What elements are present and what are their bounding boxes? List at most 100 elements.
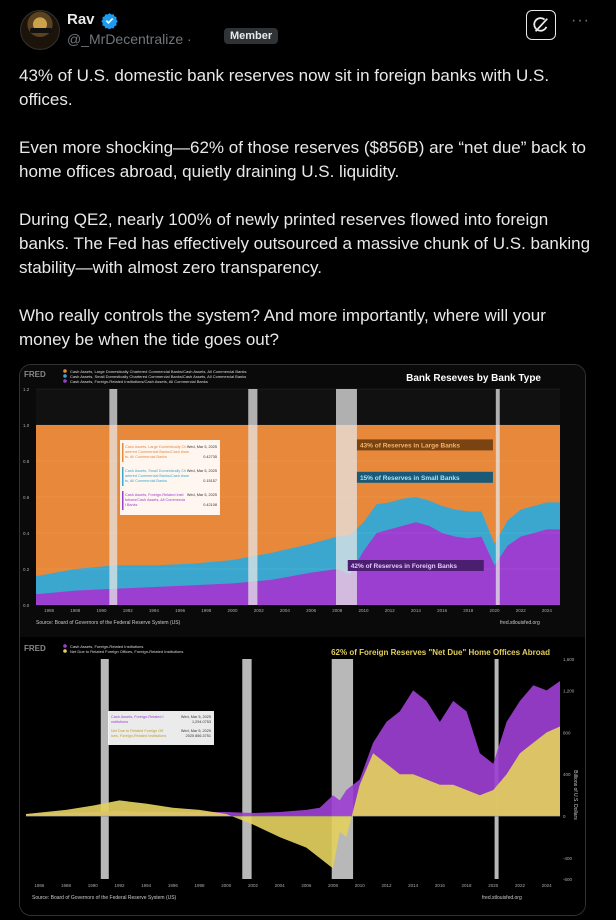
x-tick-label: 2004 [280, 608, 291, 613]
y-tick-label: 0.4 [23, 531, 30, 536]
x-tick-label: 2022 [515, 883, 526, 888]
x-tick-label: 2008 [328, 883, 339, 888]
x-tick-label: 2018 [462, 883, 473, 888]
x-tick-label: 1990 [96, 608, 107, 613]
x-tick-label: 2012 [381, 883, 392, 888]
x-tick-label: 1988 [61, 883, 72, 888]
x-tick-label: 2002 [248, 883, 259, 888]
x-tick-label: 1994 [149, 608, 160, 613]
x-tick-label: 1996 [168, 883, 179, 888]
y-tick-label: 0.2 [23, 567, 30, 572]
tweet-paragraph: Who really controls the system? And more… [19, 306, 546, 349]
x-tick-label: 2000 [221, 883, 232, 888]
recession-band [335, 389, 357, 605]
x-tick-label: 2000 [227, 608, 238, 613]
y-tick-label: -600 [563, 877, 573, 882]
tooltip-label: Cash Assets, Foreign-Related Insti [125, 493, 184, 497]
tooltip-label: Cash Assets, Small Domestically Ch [125, 469, 186, 473]
chart1-legend: Cash Assets, Large Domestically Chartere… [63, 369, 247, 384]
x-tick-label: 2016 [437, 608, 448, 613]
x-tick-label: 1992 [123, 608, 134, 613]
tooltip-swatch [122, 443, 124, 462]
recession-band [495, 389, 500, 605]
y-tick-label: 0.8 [23, 459, 30, 464]
x-tick-label: 2004 [275, 883, 286, 888]
charts-svg: FRED Cash Assets, Large Domestically Cha… [20, 365, 585, 915]
grok-button[interactable] [526, 10, 556, 40]
x-tick-label: 1998 [201, 608, 212, 613]
post-header: Rav @_MrDecentralize · Member ··· [20, 8, 600, 50]
recession-band [100, 659, 109, 879]
tooltip-value: 2025 856.3751 [186, 734, 211, 738]
legend-marker [63, 644, 67, 648]
x-tick-label: 1990 [88, 883, 99, 888]
tooltip-label: tutions/Cash Assets, All Commercia [125, 498, 186, 502]
y-tick-label: 1.0 [23, 423, 30, 428]
x-tick-label: 1988 [70, 608, 81, 613]
grok-icon [533, 17, 548, 32]
tweet-paragraph: 43% of U.S. domestic bank reserves now s… [19, 66, 550, 109]
tooltip-date: Wed, Mar 5, 2025 [187, 493, 217, 497]
tooltip-date: Wed, Mar 5, 2025 [181, 715, 211, 719]
tooltip-date: Wed, Mar 5, 2025 [187, 445, 217, 449]
tweet-media-image[interactable]: FRED Cash Assets, Large Domestically Cha… [19, 364, 586, 916]
tooltip-label: l Banks [125, 503, 138, 507]
legend-label: Net Due to Related Foreign Offices, Fore… [70, 649, 183, 654]
tweet-text: 43% of U.S. domestic bank reserves now s… [19, 64, 599, 376]
tooltip-value: 0.42735 [203, 455, 217, 459]
x-tick-label: 2014 [411, 608, 422, 613]
chart2-legend: Cash Assets, Foreign-Related Institution… [63, 644, 183, 654]
x-tick-label: 2014 [408, 883, 419, 888]
x-tick-label: 2010 [358, 608, 369, 613]
tooltip-label: ts, All Commercial Banks [125, 455, 167, 459]
tooltip-swatch [122, 467, 124, 486]
tweet-paragraph: During QE2, nearly 100% of newly printed… [19, 210, 591, 277]
area-net-due [26, 726, 560, 869]
x-tick-label: 2020 [488, 883, 499, 888]
x-tick-label: 2016 [435, 883, 446, 888]
legend-marker [63, 379, 67, 383]
tooltip-value: 1,294.0753 [192, 720, 211, 724]
more-options-button[interactable]: ··· [571, 12, 590, 29]
chart2-title: 62% of Foreign Reserves "Net Due" Home O… [331, 648, 550, 657]
annotation-label: 43% of Reserves in Large Banks [360, 442, 460, 449]
tooltip-label: nstitutions [111, 720, 128, 724]
x-tick-label: 2008 [332, 608, 343, 613]
chart2-source: Source: Board of Governors of the Federa… [32, 895, 177, 901]
author-name[interactable]: Rav [67, 11, 95, 28]
x-tick-label: 1986 [34, 883, 45, 888]
avatar[interactable] [20, 10, 60, 50]
legend-label: Cash Assets, Large Domestically Chartere… [70, 369, 247, 374]
legend-marker [63, 369, 67, 373]
tooltip-label: ts, All Commercial Banks [125, 479, 167, 483]
x-tick-label: 2020 [489, 608, 500, 613]
tooltip-box [120, 440, 220, 515]
author-handle[interactable]: @_MrDecentralize · [67, 31, 192, 47]
verified-badge-icon [101, 13, 118, 29]
chart1-source: Source: Board of Governors of the Federa… [36, 620, 181, 626]
x-tick-label: 2006 [306, 608, 317, 613]
recession-band [109, 389, 118, 605]
annotation-label: 15% of Reserves in Small Banks [360, 475, 460, 482]
chart-net-due: FRED Cash Assets, Foreign-Related Instit… [20, 639, 585, 915]
tooltip-value: 0.15157 [203, 479, 217, 483]
chart-bank-reserves: FRED Cash Assets, Large Domestically Cha… [20, 365, 585, 637]
tooltip-value: 0.42108 [203, 503, 217, 507]
y-tick-label: -400 [563, 856, 573, 861]
annotation-box [356, 439, 493, 451]
legend-marker [63, 374, 67, 378]
member-badge: Member [224, 28, 279, 44]
x-tick-label: 1998 [195, 883, 206, 888]
tooltip-label: Cash Assets, Large Domestically Ch [125, 445, 186, 449]
y-tick-label: 0 [563, 814, 566, 819]
chart1-title: Bank Reseves by Bank Type [406, 373, 541, 384]
x-tick-label: 1992 [114, 883, 125, 888]
x-tick-label: 1986 [44, 608, 55, 613]
tooltip-label: artered Commercial Banks/Cash Asse [125, 450, 189, 454]
area-foreign-banks [36, 522, 560, 605]
x-tick-label: 2006 [301, 883, 312, 888]
x-tick-label: 1996 [175, 608, 186, 613]
legend-label: Cash Assets, Foreign-Related Institution… [70, 379, 208, 384]
annotation-box [356, 471, 493, 483]
tweet-paragraph: Even more shocking—62% of those reserves… [19, 138, 586, 181]
